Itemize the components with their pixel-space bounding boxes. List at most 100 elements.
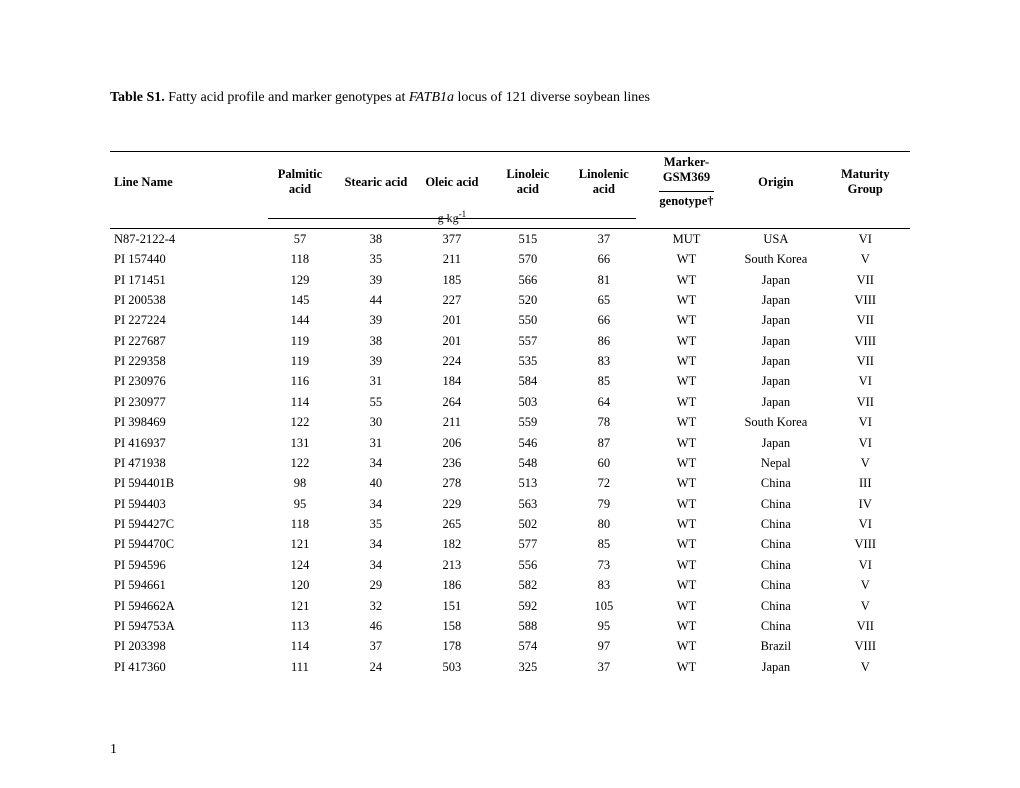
table-cell: WT [642, 331, 731, 351]
table-cell: 213 [414, 555, 490, 575]
table-cell: 116 [262, 371, 338, 391]
table-cell: WT [642, 310, 731, 330]
unit-spacer [110, 212, 262, 228]
table-cell: 80 [566, 514, 642, 534]
table-cell: 129 [262, 270, 338, 290]
table-cell: WT [642, 290, 731, 310]
table-cell: 98 [262, 473, 338, 493]
table-cell: 201 [414, 331, 490, 351]
table-cell: 503 [490, 392, 566, 412]
table-cell: 66 [566, 310, 642, 330]
table-cell: 206 [414, 433, 490, 453]
table-cell: V [821, 657, 910, 677]
table-cell: 120 [262, 575, 338, 595]
table-cell: 185 [414, 270, 490, 290]
caption-label: Table S1. [110, 90, 165, 105]
table-cell: Japan [731, 392, 820, 412]
table-cell: 515 [490, 228, 566, 249]
table-cell: PI 398469 [110, 412, 262, 432]
table-cell: 35 [338, 514, 414, 534]
table-cell: 178 [414, 636, 490, 656]
table-cell: WT [642, 453, 731, 473]
table-cell: WT [642, 596, 731, 616]
unit-cell: g kg-1 [414, 212, 490, 228]
table-cell: 79 [566, 494, 642, 514]
table-cell: PI 594753A [110, 616, 262, 636]
table-cell: VII [821, 616, 910, 636]
col-line-name: Line Name [110, 152, 262, 213]
col-linolenic: Linolenic acid [566, 152, 642, 213]
caption-text-2: locus of 121 diverse soybean lines [454, 90, 650, 105]
table-row: PI 1574401183521157066WTSouth KoreaV [110, 249, 910, 269]
page-number: 1 [110, 742, 117, 758]
table-cell: WT [642, 270, 731, 290]
table-cell: PI 229358 [110, 351, 262, 371]
table-cell: China [731, 616, 820, 636]
table-cell: 577 [490, 534, 566, 554]
table-cell: 34 [338, 555, 414, 575]
table-cell: 46 [338, 616, 414, 636]
table-cell: 566 [490, 270, 566, 290]
table-cell: 227 [414, 290, 490, 310]
table-cell: 119 [262, 331, 338, 351]
table-cell: Japan [731, 331, 820, 351]
table-cell: Brazil [731, 636, 820, 656]
table-cell: 32 [338, 596, 414, 616]
caption-italic: FATB1a [409, 90, 454, 105]
table-cell: 39 [338, 351, 414, 371]
table-cell: PI 203398 [110, 636, 262, 656]
table-cell: Japan [731, 657, 820, 677]
table-cell: 124 [262, 555, 338, 575]
col-oleic: Oleic acid [414, 152, 490, 213]
table-cell: 211 [414, 412, 490, 432]
table-cell: China [731, 596, 820, 616]
table-cell: WT [642, 412, 731, 432]
col-marker-top: Marker-GSM369 [642, 152, 731, 189]
table-cell: 85 [566, 534, 642, 554]
col-linoleic: Linoleic acid [490, 152, 566, 213]
table-cell: 57 [262, 228, 338, 249]
table-cell: South Korea [731, 412, 820, 432]
table-cell: VII [821, 392, 910, 412]
table-cell: WT [642, 534, 731, 554]
table-cell: China [731, 534, 820, 554]
table-cell: PI 227687 [110, 331, 262, 351]
table-cell: 550 [490, 310, 566, 330]
table-cell: 535 [490, 351, 566, 371]
table-cell: 31 [338, 371, 414, 391]
table-cell: 502 [490, 514, 566, 534]
table-row: PI 2309771145526450364WTJapanVII [110, 392, 910, 412]
table-cell: 184 [414, 371, 490, 391]
table-cell: 131 [262, 433, 338, 453]
table-cell: 144 [262, 310, 338, 330]
table-cell: VII [821, 310, 910, 330]
table-row: PI 594662A12132151592105WTChinaV [110, 596, 910, 616]
table-cell: 158 [414, 616, 490, 636]
table-cell: USA [731, 228, 820, 249]
table-row: PI 3984691223021155978WTSouth KoreaVI [110, 412, 910, 432]
table-cell: PI 417360 [110, 657, 262, 677]
table-cell: 574 [490, 636, 566, 656]
table-cell: 34 [338, 534, 414, 554]
col-maturity: Maturity Group [821, 152, 910, 213]
table-cell: 113 [262, 616, 338, 636]
table-cell: WT [642, 351, 731, 371]
table-cell: PI 594662A [110, 596, 262, 616]
table-cell: PI 171451 [110, 270, 262, 290]
table-cell: 557 [490, 331, 566, 351]
table-row: PI 1714511293918556681WTJapanVII [110, 270, 910, 290]
table-cell: 29 [338, 575, 414, 595]
table-cell: PI 471938 [110, 453, 262, 473]
table-cell: 556 [490, 555, 566, 575]
table-cell: 38 [338, 331, 414, 351]
table-cell: 111 [262, 657, 338, 677]
table-cell: 105 [566, 596, 642, 616]
table-cell: 121 [262, 534, 338, 554]
table-cell: China [731, 494, 820, 514]
table-cell: Nepal [731, 453, 820, 473]
table-cell: WT [642, 371, 731, 391]
table-cell: 34 [338, 453, 414, 473]
table-cell: 182 [414, 534, 490, 554]
table-cell: 584 [490, 371, 566, 391]
table-cell: 95 [566, 616, 642, 636]
